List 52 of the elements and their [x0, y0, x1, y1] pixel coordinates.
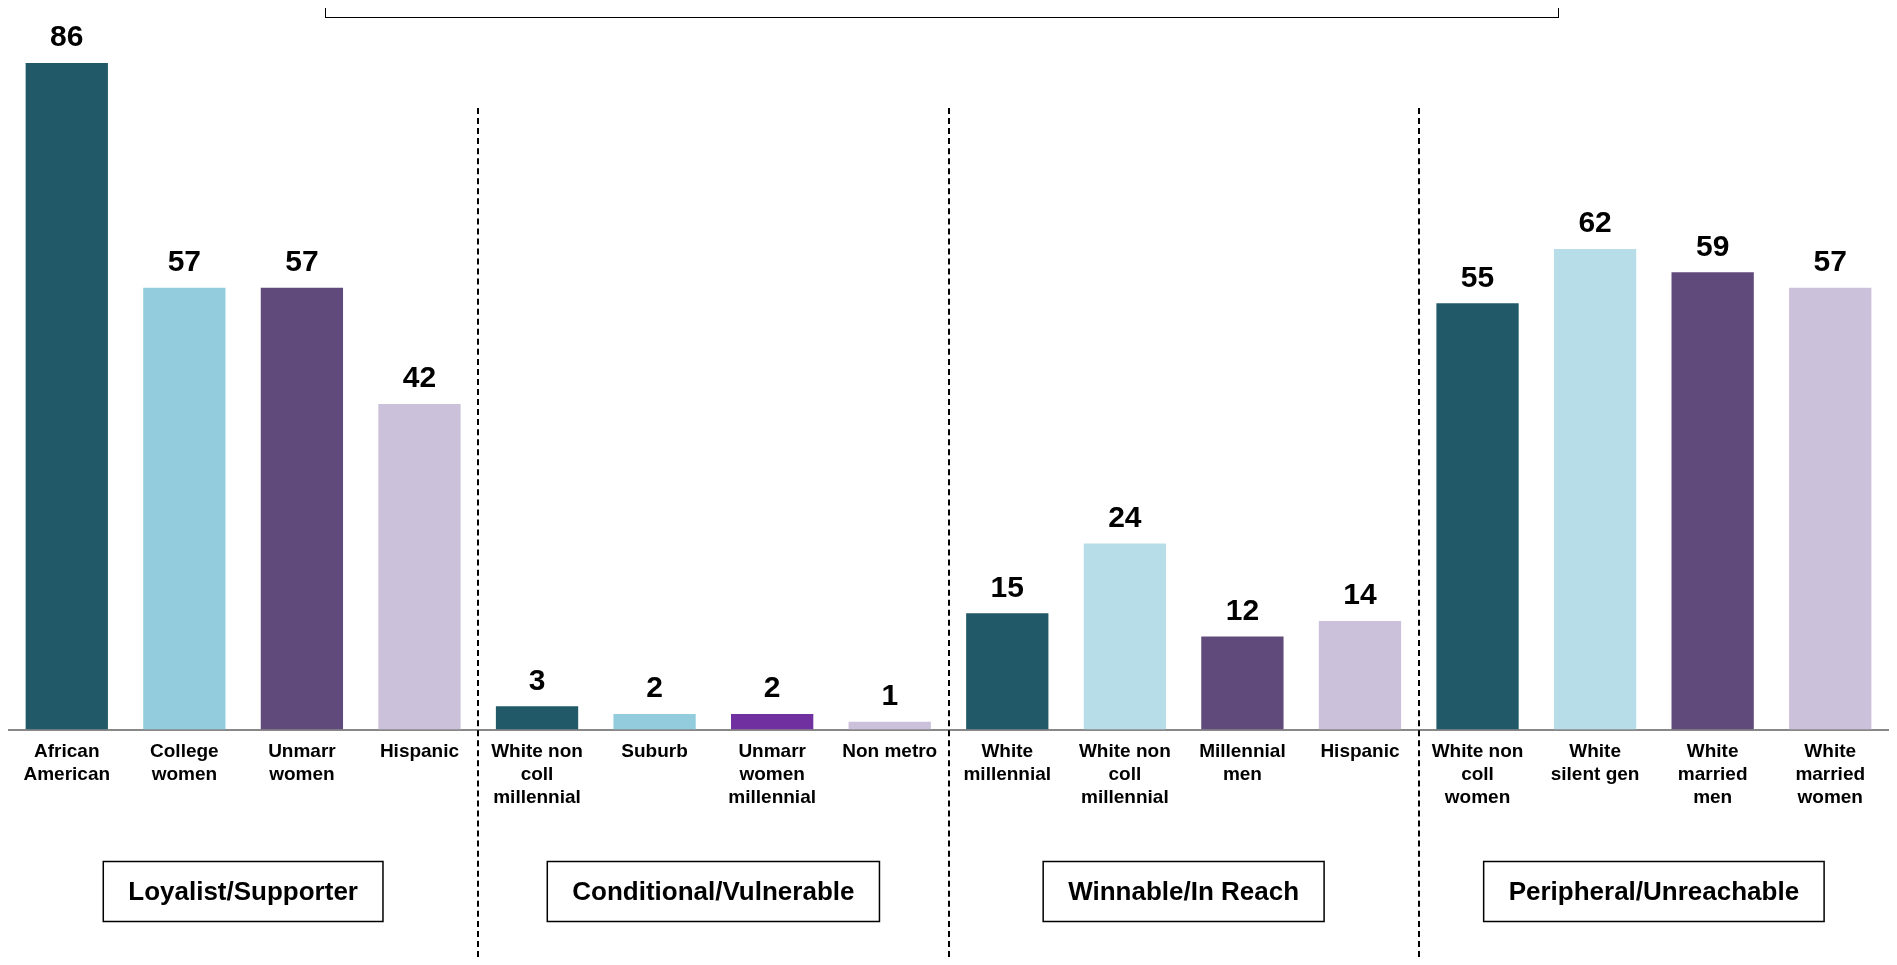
data-label: 3	[528, 662, 546, 696]
data-label: 55	[1460, 259, 1495, 293]
x-tick-label: Millennial men	[1199, 740, 1286, 785]
x-tick-label: Suburb	[621, 740, 688, 762]
data-label: 57	[1813, 244, 1847, 278]
data-label: 1	[881, 678, 899, 712]
data-label: 57	[285, 244, 319, 278]
bar	[731, 714, 814, 730]
x-tick-label: White married women	[1795, 740, 1866, 807]
data-label: 59	[1695, 228, 1730, 262]
data-label: 2	[646, 670, 663, 704]
x-tick-label: White non coll women	[1431, 740, 1524, 807]
data-label: 15	[990, 569, 1024, 603]
x-tick-label: White silent gen	[1550, 740, 1640, 785]
x-tick-label: Unmarr women	[268, 740, 337, 785]
x-tick-label: White non coll millennial	[491, 740, 583, 807]
text: Winnable/In Reach	[1068, 875, 1300, 906]
bar	[1671, 272, 1754, 730]
bar	[1201, 636, 1284, 730]
bar	[1553, 249, 1637, 730]
x-tick-label: Unmarr women millennial	[728, 740, 816, 807]
bar	[1789, 287, 1872, 730]
bar	[378, 404, 461, 730]
x-tick-label: White millennial	[963, 740, 1052, 785]
x-tick-label: Hispanic	[1320, 740, 1400, 762]
data-label: 42	[402, 360, 437, 394]
text: Peripheral/Unreachable	[1508, 875, 1800, 906]
data-label: 62	[1578, 205, 1612, 239]
data-label: 86	[50, 19, 84, 53]
text: Loyalist/Supporter	[128, 875, 358, 906]
x-tick-label: African American	[23, 740, 111, 785]
bar	[495, 706, 579, 730]
data-label: 12	[1225, 592, 1260, 626]
bar	[966, 613, 1049, 730]
data-label: 24	[1108, 499, 1142, 533]
data-label: 57	[167, 244, 202, 278]
bar	[143, 287, 226, 730]
data-label: 2	[763, 670, 781, 704]
bar	[1436, 303, 1519, 730]
x-tick-label: White non coll millennial	[1078, 740, 1171, 807]
bar	[260, 287, 344, 730]
x-tick-label: Non metro	[842, 740, 938, 762]
bar	[25, 63, 108, 730]
text: Conditional/Vulnerable	[572, 875, 855, 906]
bar	[1083, 543, 1166, 730]
bar	[1318, 621, 1402, 730]
x-tick-label: Hispanic	[379, 740, 460, 762]
data-label: 14	[1343, 577, 1377, 611]
x-tick-label: White married men	[1677, 740, 1748, 807]
bar	[613, 714, 696, 730]
bar	[848, 721, 931, 730]
x-tick-label: College women	[150, 740, 219, 785]
